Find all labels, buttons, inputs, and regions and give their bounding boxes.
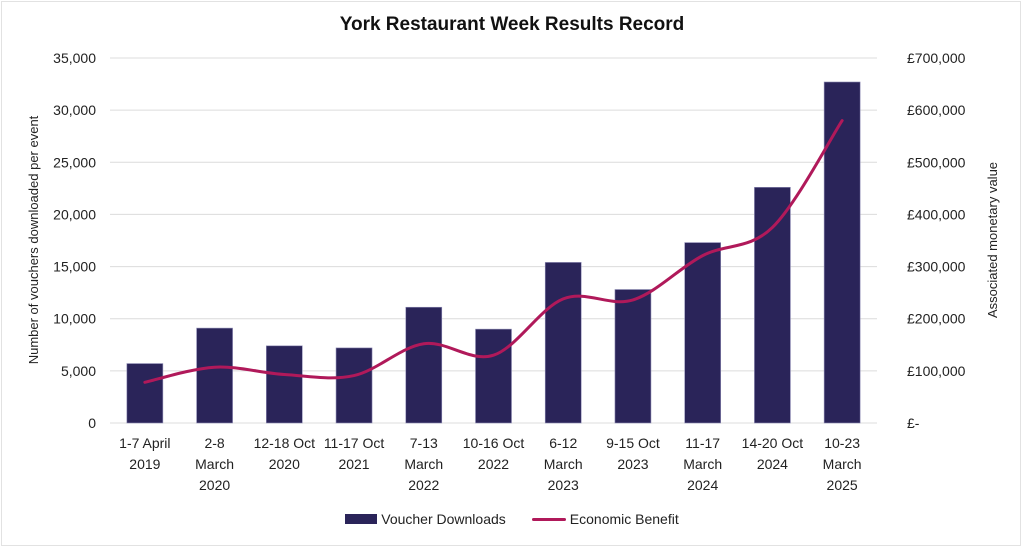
x-tick-label: 2022 <box>408 477 439 493</box>
x-tick-label: March <box>195 456 234 472</box>
y-tick-label: 0 <box>88 415 96 431</box>
x-tick-label: 2-8 <box>204 435 224 451</box>
bar <box>335 347 373 424</box>
x-tick-label: 1-7 April <box>119 435 170 451</box>
y-tick-label: 5,000 <box>61 363 96 379</box>
y-right-tick-label: £500,000 <box>907 154 966 170</box>
x-tick-label: 6-12 <box>549 435 577 451</box>
x-tick-label: 10-16 Oct <box>463 435 525 451</box>
x-tick-label: 2022 <box>478 456 509 472</box>
x-tick-label: 14-20 Oct <box>742 435 804 451</box>
x-tick-label: 2023 <box>617 456 648 472</box>
bar <box>684 242 721 424</box>
x-tick-label: 12-18 Oct <box>254 435 316 451</box>
x-tick-label: March <box>823 456 862 472</box>
bar <box>614 289 652 424</box>
y-right-tick-label: £600,000 <box>907 102 966 118</box>
x-tick-label: 2024 <box>757 456 788 472</box>
y-right-tick-label: £400,000 <box>907 206 966 222</box>
x-tick-label: 2021 <box>338 456 369 472</box>
x-tick-label: 2020 <box>269 456 300 472</box>
x-tick-label: 11-17 <box>685 435 720 451</box>
x-tick-label: 10-23 <box>824 435 860 451</box>
x-tick-label: 7-13 <box>410 435 438 451</box>
y-right-tick-label: £200,000 <box>907 311 966 327</box>
x-tick-label: March <box>404 456 443 472</box>
y-right-tick-label: £- <box>907 415 920 431</box>
bar <box>126 363 164 424</box>
x-tick-label: 11-17 Oct <box>324 435 385 451</box>
chart-legend: Voucher Downloads Economic Benefit <box>0 511 1024 527</box>
y-tick-label: 30,000 <box>53 102 96 118</box>
y-tick-label: 10,000 <box>53 311 96 327</box>
y-tick-label: 15,000 <box>53 259 96 275</box>
legend-item-economic-benefit: Economic Benefit <box>531 511 679 527</box>
x-tick-label: 2020 <box>199 477 230 493</box>
y-tick-label: 25,000 <box>53 154 96 170</box>
bar-swatch-icon <box>345 514 378 524</box>
bar <box>823 81 861 424</box>
x-tick-label: March <box>544 456 583 472</box>
x-tick-label: 2023 <box>548 477 579 493</box>
x-tick-label: 2024 <box>687 477 718 493</box>
y-right-tick-label: £700,000 <box>907 50 966 66</box>
legend-item-voucher-downloads: Voucher Downloads <box>345 511 506 527</box>
legend-label: Economic Benefit <box>569 511 679 527</box>
y-axis-title: Number of vouchers downloaded per event <box>26 115 41 364</box>
bar <box>544 262 582 424</box>
bar <box>266 345 303 424</box>
x-tick-label: 2019 <box>129 456 160 472</box>
y-tick-label: 20,000 <box>53 206 96 222</box>
legend-label: Voucher Downloads <box>381 511 506 527</box>
y-right-tick-label: £100,000 <box>907 363 966 379</box>
chart-title: York Restaurant Week Results Record <box>339 14 685 35</box>
y-right-axis-title: Associated monetary value <box>985 162 1000 318</box>
y-tick-label: 35,000 <box>53 50 96 66</box>
x-tick-label: March <box>683 456 722 472</box>
economic-benefit-line <box>143 119 844 384</box>
x-tick-label: 9-15 Oct <box>606 435 660 451</box>
bar <box>475 328 512 424</box>
x-tick-label: 2025 <box>827 477 858 493</box>
bar <box>196 327 233 424</box>
bar <box>754 187 791 424</box>
line-swatch-icon <box>531 517 566 521</box>
bar <box>405 306 443 424</box>
y-right-tick-label: £300,000 <box>907 259 966 275</box>
